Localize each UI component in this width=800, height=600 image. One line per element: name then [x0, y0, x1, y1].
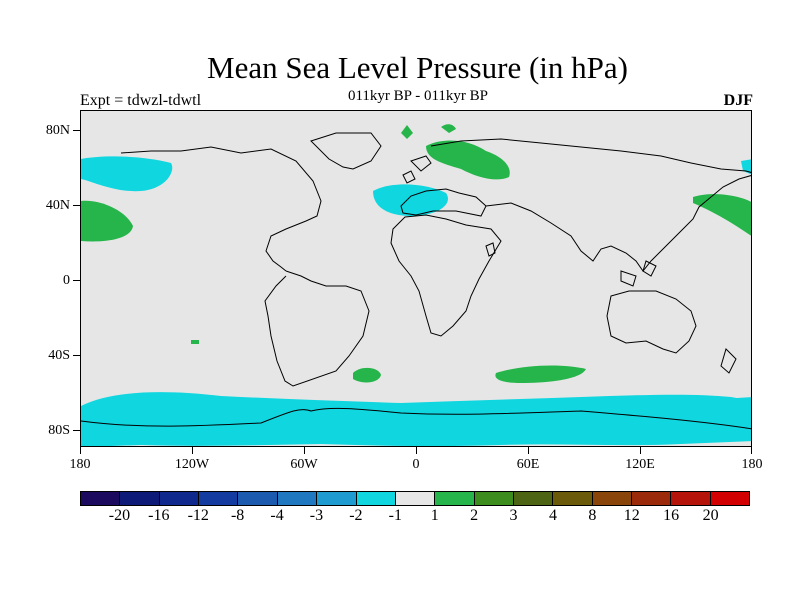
colorbar-label: -20 — [108, 507, 131, 524]
colorbar-swatch — [356, 492, 396, 505]
colorbar-label: -4 — [270, 507, 284, 524]
colorbar-label: -12 — [187, 507, 209, 524]
map-canvas — [81, 124, 751, 446]
colorbar-label: -8 — [230, 507, 245, 524]
colorbar-label: 16 — [663, 507, 680, 524]
colorbar-label: 20 — [702, 507, 719, 524]
colorbar-swatch — [199, 492, 239, 505]
lon-label-120e: 120E — [625, 457, 655, 472]
colorbar-swatch — [592, 492, 633, 505]
colorbar-label: 8 — [588, 507, 597, 524]
lon-label-60w: 60W — [290, 457, 318, 472]
colorbar-swatch — [553, 492, 593, 505]
colorbar-swatch — [317, 492, 357, 505]
map-subtitle: 011kyr BP - 011kyr BP — [347, 88, 488, 104]
colorbar-swatch — [81, 492, 121, 505]
lat-tick — [73, 355, 80, 356]
lon-label-120w: 120W — [174, 457, 210, 472]
colorbar — [80, 491, 750, 506]
colorbar-swatch — [671, 492, 711, 505]
pressure-map — [80, 110, 752, 447]
lon-tick — [192, 447, 193, 454]
lat-label-80s: 80S — [48, 423, 70, 438]
map-title: Mean Sea Level Pressure (in hPa) — [207, 50, 628, 85]
colorbar-label: 4 — [548, 507, 557, 524]
colorbar-label: 3 — [509, 507, 518, 524]
colorbar-swatch — [710, 492, 750, 505]
colorbar-swatch — [120, 492, 160, 505]
positive-anomaly-regions — [81, 124, 751, 383]
lat-tick — [73, 280, 80, 281]
lon-tick — [528, 447, 529, 454]
experiment-label: Expt = tdwzl-tdwtl — [80, 92, 202, 109]
negative-anomaly-regions — [81, 156, 751, 446]
colorbar-swatch — [435, 492, 475, 505]
lon-label-60e: 60E — [516, 457, 540, 472]
colorbar-swatch — [238, 492, 278, 505]
colorbar-label: -16 — [148, 507, 170, 524]
lon-tick — [304, 447, 305, 454]
colorbar-label: -3 — [309, 507, 324, 524]
colorbar-label: 2 — [470, 507, 479, 524]
lat-label-40s: 40S — [48, 348, 70, 363]
colorbar-label: -2 — [349, 507, 363, 524]
lat-label-0: 0 — [63, 273, 70, 288]
lat-tick — [73, 130, 80, 131]
colorbar-label: 1 — [430, 507, 439, 524]
colorbar-swatch — [632, 492, 672, 505]
colorbar-swatch — [474, 492, 514, 505]
lon-label-180-left: 180 — [69, 457, 91, 472]
colorbar-swatch — [395, 492, 436, 505]
colorbar-label: -1 — [388, 507, 402, 524]
coastlines — [81, 132, 751, 430]
colorbar-swatch — [277, 492, 318, 505]
colorbar-label: 12 — [623, 507, 640, 524]
lat-tick — [73, 205, 80, 206]
lat-label-40n: 40N — [45, 198, 70, 213]
season-label: DJF — [723, 92, 753, 109]
colorbar-swatch — [513, 492, 554, 505]
lon-tick — [80, 447, 81, 454]
lat-tick — [73, 430, 80, 431]
colorbar-swatch — [159, 492, 200, 505]
lon-label-0: 0 — [412, 457, 420, 472]
lat-label-80n: 80N — [45, 123, 70, 138]
lon-tick — [640, 447, 641, 454]
lon-tick — [751, 447, 752, 454]
lon-tick — [416, 447, 417, 454]
lon-label-180-right: 180 — [741, 457, 763, 472]
